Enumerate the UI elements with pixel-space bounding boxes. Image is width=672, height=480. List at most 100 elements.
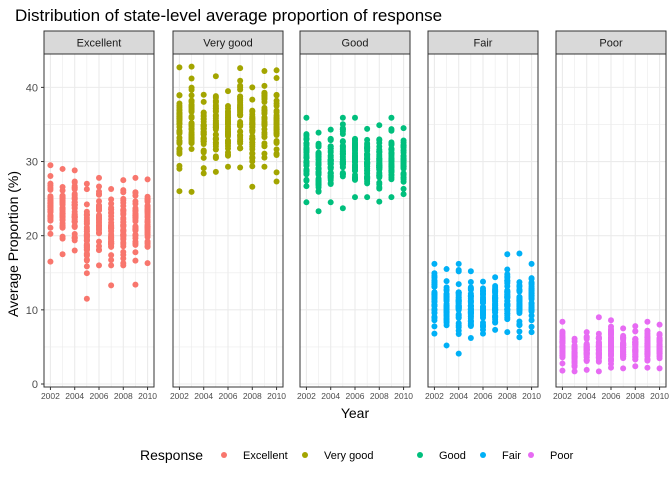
data-point — [273, 169, 280, 176]
data-point — [188, 75, 195, 82]
data-point — [480, 323, 486, 330]
data-point — [364, 136, 371, 143]
data-point — [516, 250, 523, 257]
data-point — [120, 195, 127, 202]
x-tick-label: 2010 — [522, 391, 541, 401]
data-point — [144, 218, 151, 225]
data-point — [303, 176, 310, 183]
data-point — [327, 199, 334, 206]
data-point — [364, 194, 371, 201]
data-point — [504, 271, 511, 278]
data-point — [212, 93, 219, 100]
data-point — [400, 191, 407, 198]
data-point — [237, 65, 244, 72]
y-axis: 0 10 20 30 40 — [26, 82, 44, 391]
data-point — [47, 162, 54, 169]
data-point — [273, 146, 280, 153]
data-point — [303, 114, 310, 121]
data-point — [303, 183, 310, 190]
data-point — [83, 186, 90, 193]
data-point — [249, 107, 256, 114]
data-point — [644, 337, 651, 344]
data-point — [455, 304, 462, 311]
data-point — [467, 306, 474, 313]
x-axis-ticks: 2002 2004 2006 2008 2010 — [425, 387, 541, 401]
data-point — [249, 163, 256, 170]
data-point — [516, 310, 523, 316]
legend-item-poor: Poor — [528, 450, 574, 462]
data-point — [96, 174, 102, 181]
data-point — [176, 162, 183, 169]
data-point — [188, 120, 195, 127]
data-point — [644, 332, 651, 339]
data-point — [315, 170, 322, 177]
data-point — [237, 111, 244, 118]
data-point — [315, 177, 322, 184]
data-point — [315, 140, 322, 147]
data-point — [83, 212, 90, 218]
data-point — [443, 293, 450, 300]
data-point — [608, 337, 614, 344]
data-point — [47, 173, 54, 180]
data-point — [249, 150, 256, 157]
data-point — [388, 126, 395, 133]
x-tick-label: 2002 — [297, 391, 316, 401]
data-point — [108, 234, 115, 241]
data-point — [644, 350, 651, 357]
data-point — [176, 115, 183, 122]
data-point — [504, 316, 511, 323]
data-point — [144, 204, 151, 211]
data-point — [559, 350, 566, 357]
facet-poor: Poor 2002 2004 2006 2008 2010 — [553, 30, 669, 401]
data-point — [608, 356, 614, 363]
data-point — [583, 346, 590, 353]
data-point — [620, 334, 627, 341]
data-point — [83, 201, 90, 208]
points-excellent — [47, 162, 151, 302]
data-point — [273, 178, 280, 185]
data-point — [200, 113, 207, 120]
data-point — [225, 105, 231, 112]
data-point — [620, 353, 627, 360]
data-point — [261, 150, 268, 157]
data-point — [261, 129, 268, 136]
data-point — [273, 97, 280, 104]
data-point — [108, 240, 115, 247]
data-point — [237, 128, 244, 135]
data-point — [339, 125, 346, 132]
data-point — [96, 229, 102, 236]
x-tick-label: 2002 — [553, 391, 572, 401]
data-point — [571, 338, 578, 345]
data-point — [400, 153, 407, 160]
data-point — [108, 252, 115, 259]
data-point — [120, 223, 127, 230]
data-point — [237, 77, 244, 84]
data-point — [132, 232, 139, 239]
data-point — [200, 138, 207, 145]
data-point — [303, 199, 310, 206]
data-point — [212, 103, 219, 110]
data-point — [376, 148, 383, 155]
x-axis-ticks: 2002 2004 2006 2008 2010 — [170, 387, 286, 401]
data-point — [339, 205, 346, 212]
data-point — [632, 342, 639, 349]
data-point — [516, 328, 523, 335]
data-point — [83, 252, 90, 259]
data-point — [188, 129, 195, 136]
data-point — [571, 345, 578, 352]
data-point — [400, 125, 407, 132]
data-point — [273, 150, 280, 157]
data-point — [480, 311, 486, 318]
x-axis-title: Year — [341, 405, 370, 421]
data-point — [467, 268, 474, 275]
data-point — [83, 218, 90, 225]
data-point — [504, 303, 511, 310]
data-point — [108, 222, 115, 229]
data-point — [608, 345, 614, 352]
legend-item-excellent: Excellent — [221, 450, 288, 462]
data-point — [443, 286, 450, 293]
data-point — [467, 322, 474, 329]
data-point — [455, 331, 462, 338]
data-point — [212, 121, 219, 128]
data-point — [388, 150, 395, 157]
